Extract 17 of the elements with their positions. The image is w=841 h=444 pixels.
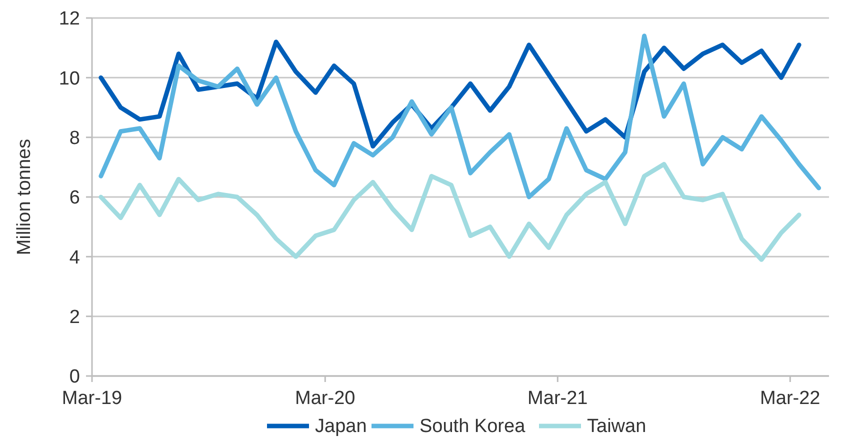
y-tick-label: 4 xyxy=(69,247,80,268)
legend-label: Taiwan xyxy=(587,416,646,437)
x-tick-label: Mar-22 xyxy=(760,388,820,409)
line-series xyxy=(98,34,822,200)
x-tick-label: Mar-19 xyxy=(62,388,122,409)
legend-label: Japan xyxy=(315,416,367,437)
x-tick-label: Mar-21 xyxy=(528,388,588,409)
x-tick-label: Mar-20 xyxy=(295,388,356,409)
line-series xyxy=(98,162,802,262)
y-tick-label: 12 xyxy=(58,8,80,30)
y-axis-title: Million tonnes xyxy=(14,138,35,256)
y-tick-label: 8 xyxy=(69,128,80,149)
y-tick-label: 0 xyxy=(69,366,80,388)
legend-label: South Korea xyxy=(420,416,526,437)
y-tick-label: 6 xyxy=(69,188,80,209)
y-tick-label: 2 xyxy=(69,306,80,328)
y-tick-label: 10 xyxy=(58,68,80,90)
